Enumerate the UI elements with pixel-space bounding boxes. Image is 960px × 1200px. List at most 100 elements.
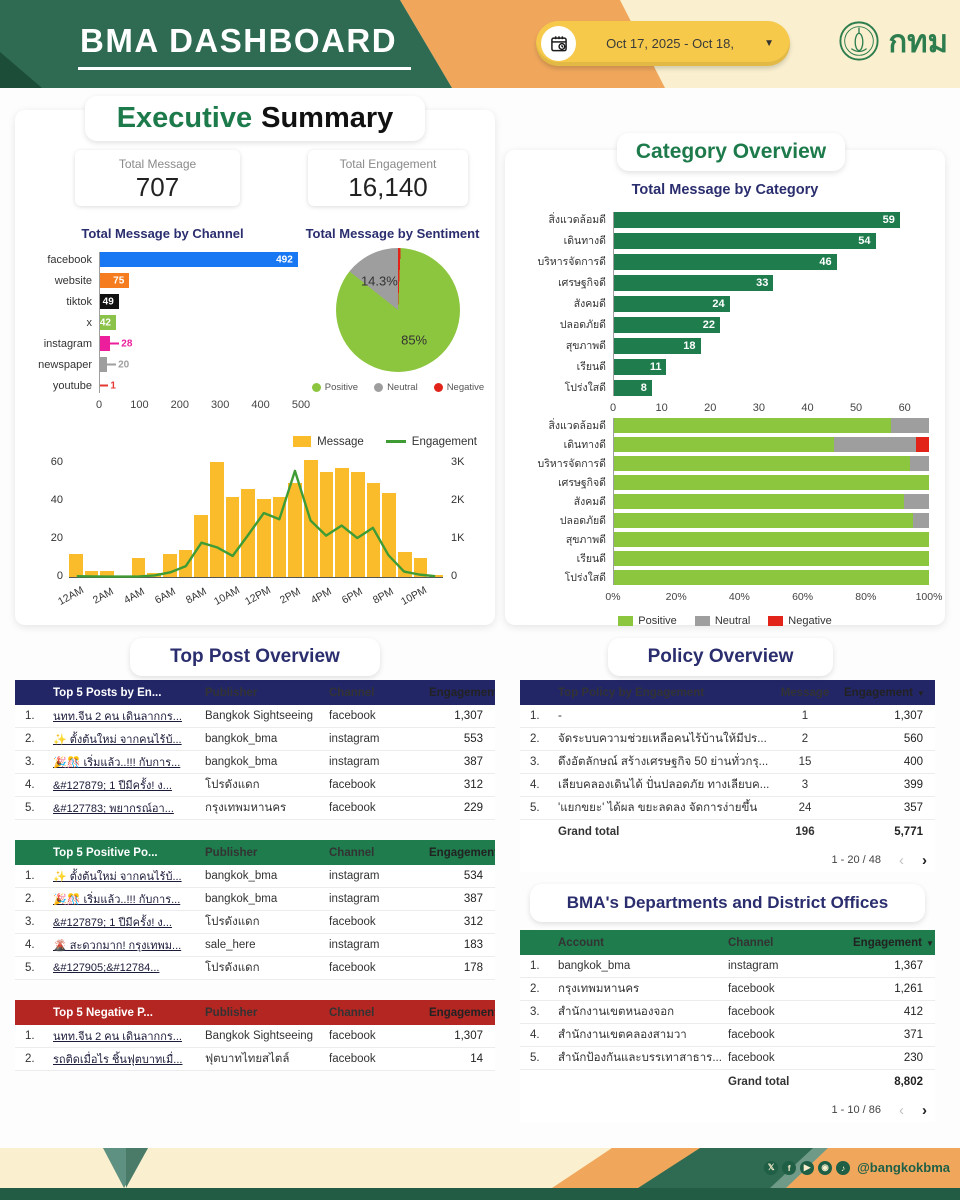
bar-label: เรียนดี [576, 552, 606, 565]
tick-label: 100 [130, 399, 149, 411]
cell-channel: instagram [329, 939, 380, 951]
bar: 33 [613, 275, 774, 291]
stat-value: 707 [135, 172, 180, 202]
bar-row: เดินทางดี 54 [521, 233, 929, 249]
legend-item: Negative [433, 382, 484, 393]
message-bar [178, 549, 193, 577]
bar-row: สุขภาพดี 18 [521, 338, 929, 354]
post-link[interactable]: ✨ ตั้งต้นใหม่ จากคนไร้บ้... [53, 871, 182, 883]
bar-label: สุขภาพดี [565, 533, 606, 546]
post-link[interactable]: &#127783; พยากรณ์อา... [53, 803, 174, 815]
segment-positive [613, 551, 929, 566]
instagram-icon[interactable]: ◉ [818, 1160, 833, 1175]
date-range-picker[interactable]: Oct 17, 2025 - Oct 18, ▼ [536, 21, 790, 66]
bar-track: 22 [613, 317, 929, 333]
channel-chart-title: Total Message by Channel [81, 226, 244, 241]
cell-message: 3 [801, 779, 809, 791]
legend-swatch [768, 615, 784, 626]
table-row: 4. สำนักงานเขตคลองสามวา facebook 371 [520, 1024, 935, 1047]
cell-title: 🌋 สะดวกมาก! กรุงเทพม... [49, 936, 201, 954]
tick-label: 20 [704, 401, 717, 414]
bar: 42 [99, 315, 116, 330]
prev-page-icon[interactable]: ‹ [899, 851, 904, 869]
bar: 75 [99, 273, 130, 288]
post-link[interactable]: นทท.จีน 2 คน เดินลากกร... [53, 1031, 182, 1043]
cell-publisher: โปรดังแดก [205, 779, 260, 791]
cell-title: &#127879; 1 ปีมีครั้ง! ง... [49, 776, 201, 794]
cell-engagement: 371 [903, 1029, 923, 1041]
stacked-row: บริหารจัดการดี [521, 456, 929, 471]
title-part-green: Executive [116, 102, 253, 134]
bar-label: โปร่งใสดี [564, 382, 606, 395]
post-link[interactable]: นทท.จีน 2 คน เดินลากกร... [53, 711, 182, 723]
message-bar [69, 553, 83, 577]
segment-neutral [903, 494, 929, 509]
post-link[interactable]: รถติดเมื่อไร ชิ้นฟุตบาทเมื่... [53, 1054, 183, 1066]
cell-num: 1. [25, 710, 35, 722]
cell-policy: 'แยกขยะ' ได้ผล ขยะลดลง จัดการง่ายขึ้น [558, 802, 758, 814]
bar-label: x [86, 316, 93, 329]
category-bar-chart: สิ่งแวดล้อมดี 59 เดินทางดี 54 บริหารจัดการดี… [521, 212, 929, 424]
sort-desc-icon[interactable]: ▼ [926, 938, 934, 948]
stacked-row: โปร่งใสดี [521, 570, 929, 585]
bar-row: x 42 [27, 315, 301, 330]
post-link[interactable]: 🎉🎊 เริ่มแล้ว..!!! กับการ... [53, 757, 181, 769]
bar-row: instagram 28 [27, 336, 301, 351]
legend-swatch [374, 383, 384, 392]
x-axis-ticks: 0% 20% 40% 60% 80% 100% [605, 591, 942, 607]
cell-publisher: กรุงเทพมหานคร [205, 802, 287, 814]
leader-line [110, 342, 120, 345]
post-link[interactable]: 🌋 สะดวกมาก! กรุงเทพม... [53, 940, 182, 952]
x-axis-ticks: 0 100 200 300 400 500 [96, 399, 310, 417]
title-text: Policy Overview [647, 646, 794, 667]
cell-channel: Grand total [728, 1076, 790, 1088]
header: BMA DASHBOARD Oct 17, 2025 - Oct 18, ▼ [0, 0, 960, 88]
facebook-icon[interactable]: f [782, 1160, 797, 1175]
youtube-icon[interactable]: ▶ [800, 1160, 815, 1175]
next-page-icon[interactable]: › [922, 851, 927, 869]
table-row: 1. ✨ ตั้งต้นใหม่ จากคนไร้บ้... bangkok_bma… [15, 865, 495, 888]
cell-engagement: 1,307 [454, 1030, 483, 1042]
post-link[interactable]: ✨ ตั้งต้นใหม่ จากคนไร้บ้... [53, 734, 182, 746]
cell-title: รถติดเมื่อไร ชิ้นฟุตบาทเมื่... [49, 1050, 201, 1068]
cell-policy: - [558, 710, 562, 722]
post-link[interactable]: 🎉🎊 เริ่มแล้ว..!!! กับการ... [53, 894, 181, 906]
cell-channel: facebook [728, 1029, 775, 1041]
tiktok-icon[interactable]: ♪ [836, 1160, 851, 1175]
calendar-icon [541, 26, 576, 61]
tick-label: 2PM [277, 585, 303, 607]
bar-value: 49 [102, 296, 114, 307]
x-icon[interactable]: 𝕏 [764, 1160, 779, 1175]
bar-value: 28 [110, 338, 132, 349]
tick-label: 2AM [90, 585, 116, 607]
bar-label: เดินทางดี [563, 438, 606, 451]
bar: 22 [613, 317, 720, 333]
cell-channel: facebook [728, 1006, 775, 1018]
cell-num: 3. [25, 916, 35, 928]
next-page-icon[interactable]: › [922, 1101, 927, 1119]
bar-row: youtube 1 [27, 378, 301, 393]
table-row: 2. ✨ ตั้งต้นใหม่ จากคนไร้บ้... bangkok_bma… [15, 728, 495, 751]
legend-item-engagement: Engagement [385, 436, 477, 448]
stacked-row: เศรษฐกิจดี [521, 475, 929, 490]
table-row: 3. &#127879; 1 ปีมีครั้ง! ง... โปรดังแดก fa… [15, 911, 495, 934]
post-link[interactable]: &#127879; 1 ปีมีครั้ง! ง... [53, 917, 172, 929]
pie-slice-label: 85% [401, 332, 428, 348]
segment-positive [613, 437, 835, 452]
prev-page-icon[interactable]: ‹ [899, 1101, 904, 1119]
post-link[interactable]: &#127905;&#12784... [53, 962, 160, 974]
cell-engagement: 312 [463, 779, 483, 791]
header-cell: Publisher [205, 686, 258, 699]
header-cell: Top 5 Posts by En... [53, 686, 162, 699]
tick-label: 0 [451, 570, 458, 582]
bar-track [613, 475, 929, 490]
engagement-line [69, 460, 443, 577]
cell-engagement: 1,261 [894, 983, 923, 995]
tick-label: 6AM [153, 585, 178, 607]
sort-desc-icon[interactable]: ▼ [917, 688, 925, 698]
table-row: 1. - 1 1,307 [520, 705, 935, 728]
post-link[interactable]: &#127879; 1 ปีมีครั้ง! ง... [53, 780, 172, 792]
